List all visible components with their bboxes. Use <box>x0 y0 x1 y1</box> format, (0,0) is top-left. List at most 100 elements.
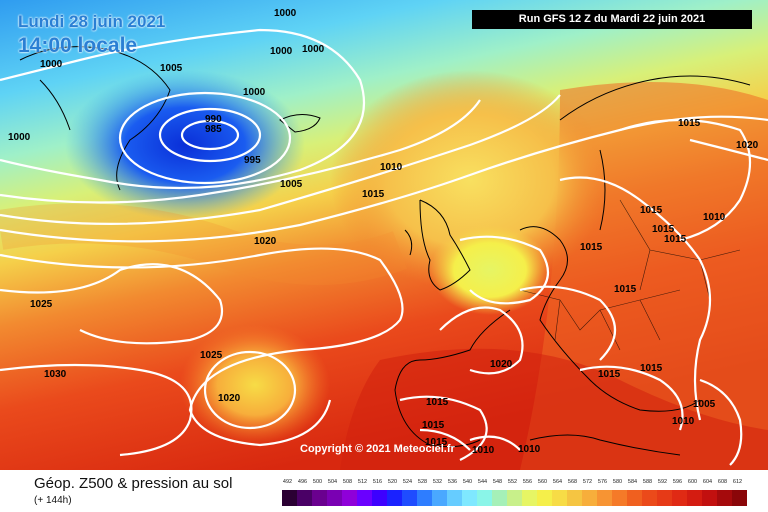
legend-swatch <box>402 490 417 506</box>
isobar-label: 990 <box>205 114 222 125</box>
legend-swatch <box>417 490 432 506</box>
forecast-date: Lundi 28 juin 2021 <box>18 12 166 31</box>
legend-swatch <box>552 490 567 506</box>
isobar-label: 1000 <box>302 44 325 55</box>
map-title: Géop. Z500 & pression au sol <box>34 475 233 492</box>
weather-map-canvas: 1000 1000 1000 1000 1000 1000 1005 990 9… <box>0 0 768 470</box>
legend-label: 496 <box>297 479 308 485</box>
isobar-lines <box>0 28 768 466</box>
isobar-label: 1015 <box>652 224 675 235</box>
legend-labels: 492 496 500 504 508 512 516 520 524 528 532 536 540 5… <box>282 479 746 488</box>
isobar-label: 1020 <box>218 393 241 404</box>
isobar-label: 1000 <box>40 59 63 70</box>
legend-swatch <box>522 490 537 506</box>
isobar-label: 1030 <box>44 369 67 380</box>
legend-swatch <box>612 490 627 506</box>
isobar-label: 1000 <box>8 132 31 143</box>
isobar-1015-italy <box>579 365 684 431</box>
legend-swatch <box>297 490 312 506</box>
legend-swatch <box>582 490 597 506</box>
legend-label: 556 <box>522 479 533 485</box>
north-africa-coast <box>529 434 681 456</box>
isobar-1005-east <box>699 378 743 466</box>
legend-swatch <box>567 490 582 506</box>
legend-swatch <box>387 490 402 506</box>
legend-swatch <box>642 490 657 506</box>
legend-label: 504 <box>327 479 338 485</box>
legend-swatch <box>702 490 717 506</box>
legend-swatch <box>672 490 687 506</box>
copyright-notice: Copyright © 2021 Meteociel.fr <box>300 443 455 455</box>
isobar-label: 1025 <box>200 350 223 361</box>
legend-swatch <box>687 490 702 506</box>
legend-swatch <box>462 490 477 506</box>
map-footer: Géop. Z500 & pression au sol (+ 144h) 49… <box>0 470 768 512</box>
isobar-1015-africa <box>399 395 488 461</box>
isobar-label: 1005 <box>280 179 303 190</box>
legend-label: 512 <box>357 479 368 485</box>
isobar-label: 1015 <box>614 284 637 295</box>
legend-label: 592 <box>657 479 668 485</box>
isobar-label: 995 <box>244 155 261 166</box>
isobar-1020-iberia <box>439 306 524 375</box>
legend-label: 532 <box>432 479 443 485</box>
isobar-label: 1015 <box>640 363 663 374</box>
isobar-label: 1015 <box>422 420 445 431</box>
isobar-1025-azores <box>203 350 297 430</box>
model-run-banner: Run GFS 12 Z du Mardi 22 juin 2021 <box>472 10 752 29</box>
legend-label: 516 <box>372 479 383 485</box>
scandinavia-coast <box>559 75 751 231</box>
weather-map: 1000 1000 1000 1000 1000 1000 1005 990 9… <box>0 0 768 470</box>
isobar-label: 1010 <box>472 445 495 456</box>
europe-coast <box>394 226 701 448</box>
forecast-time: 14:00 locale <box>18 34 138 57</box>
legend-swatch <box>492 490 507 506</box>
isobar-label: 1010 <box>518 444 541 455</box>
isobar-label: 1005 <box>693 399 716 410</box>
legend-label: 580 <box>612 479 623 485</box>
legend-swatch <box>282 490 297 506</box>
isobar-label: 1010 <box>672 416 695 427</box>
legend-swatch <box>477 490 492 506</box>
isobar-label: 1015 <box>425 437 448 448</box>
trough-channel <box>430 225 550 315</box>
legend-label: 584 <box>627 479 638 485</box>
country-borders <box>519 199 741 351</box>
coastlines <box>19 46 751 456</box>
legend-swatch <box>372 490 387 506</box>
british-isles-coast <box>404 199 471 291</box>
isobar-label: 1025 <box>30 299 53 310</box>
isobar-label: 1015 <box>678 118 701 129</box>
legend-label: 552 <box>507 479 518 485</box>
legend-label: 604 <box>702 479 713 485</box>
isobar-1015-scandi <box>619 118 751 242</box>
isobar-1020 <box>0 247 404 447</box>
legend-swatch <box>732 490 747 506</box>
isobar-label: 1015 <box>362 189 385 200</box>
legend-label: 508 <box>342 479 353 485</box>
legend-label: 596 <box>672 479 683 485</box>
isobar-label: 1000 <box>243 87 266 98</box>
legend-swatch <box>597 490 612 506</box>
isobar-1005 <box>0 99 481 204</box>
forecast-lead-time: (+ 144h) <box>34 495 72 506</box>
isobar-label: 1020 <box>254 236 277 247</box>
legend-swatch <box>717 490 732 506</box>
isobar-1030 <box>0 363 193 457</box>
isobar-1010-south <box>469 435 521 451</box>
isobar-label: 1010 <box>380 162 403 173</box>
isobar-1025-north <box>0 263 224 345</box>
legend-label: 528 <box>417 479 428 485</box>
legend-label: 564 <box>552 479 563 485</box>
legend-swatch <box>507 490 522 506</box>
legend-label: 588 <box>642 479 653 485</box>
iceland-coast <box>279 114 321 133</box>
isobar-label: 1010 <box>703 212 726 223</box>
legend-label: 576 <box>597 479 608 485</box>
legend-label: 520 <box>387 479 398 485</box>
isobar-995 <box>118 91 292 185</box>
isobar-985 <box>180 119 240 151</box>
legend-label: 568 <box>567 479 578 485</box>
legend-label: 548 <box>492 479 503 485</box>
legend-swatch <box>657 490 672 506</box>
